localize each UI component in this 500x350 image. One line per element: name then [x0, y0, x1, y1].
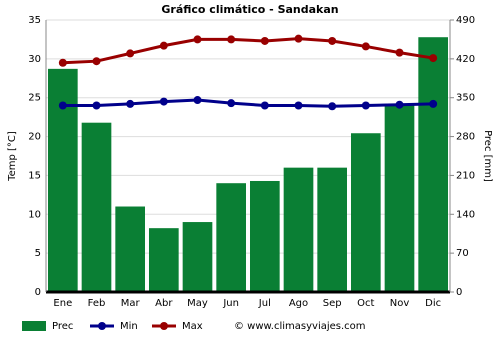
point: [227, 35, 236, 44]
y-tick-label: 0: [35, 287, 41, 298]
y2-tick-label: 490: [456, 15, 475, 26]
x-tick-label: Jul: [258, 298, 271, 309]
y2-tick-label: 420: [456, 54, 475, 65]
bar: [384, 103, 415, 293]
point: [328, 36, 337, 45]
y-tick-label: 30: [28, 54, 41, 65]
point: [193, 96, 202, 105]
y2-tick-label: 210: [456, 170, 475, 181]
x-tick-label: Oct: [357, 298, 374, 309]
point: [328, 102, 337, 111]
bar: [81, 122, 112, 292]
y-axis-label: Temp [°C]: [7, 131, 18, 182]
point: [58, 101, 67, 110]
point: [361, 42, 370, 51]
point: [395, 100, 404, 109]
line: [62, 98, 434, 108]
bar: [418, 37, 448, 293]
point: [227, 99, 236, 108]
legend-label: Prec: [52, 321, 73, 332]
y-tick-label: 25: [28, 93, 41, 104]
legend-label: Min: [120, 321, 138, 332]
legend-label: Max: [182, 321, 203, 332]
point: [260, 36, 269, 45]
y2-tick-label: 280: [456, 132, 475, 143]
bar: [283, 167, 314, 292]
x-tick-label: Nov: [390, 298, 410, 309]
bar: [182, 222, 213, 292]
point: [92, 57, 101, 66]
x-tick-label: Ago: [289, 298, 308, 309]
x-tick-label: Ene: [53, 298, 72, 309]
y-tick-label: 15: [28, 170, 41, 181]
x-tick-label: Sep: [323, 298, 342, 309]
x-tick-label: Dic: [425, 298, 441, 309]
y-tick-label: 5: [35, 248, 41, 259]
y-tick-label: 35: [28, 15, 41, 26]
point: [429, 99, 438, 108]
point: [361, 101, 370, 110]
point: [395, 48, 404, 57]
point: [294, 34, 303, 43]
x-tick-label: Feb: [88, 298, 106, 309]
y2-tick-label: 350: [456, 93, 475, 104]
point: [294, 101, 303, 110]
copyright: © www.climasyviajes.com: [234, 321, 366, 332]
x-tick-label: Abr: [155, 298, 173, 309]
point: [126, 99, 135, 108]
y-tick-label: 10: [28, 209, 41, 220]
x-tick-label: Jun: [222, 298, 239, 309]
bar: [216, 183, 246, 292]
point: [126, 49, 135, 58]
point: [58, 58, 67, 67]
legend-swatch: [22, 321, 46, 331]
x-tick-label: May: [187, 298, 208, 309]
chart-title: Gráfico climático - Sandakan: [161, 3, 338, 16]
bar: [317, 167, 347, 292]
y2-tick-label: 0: [456, 287, 462, 298]
bar: [250, 180, 280, 292]
point: [92, 101, 101, 110]
y2-tick-label: 140: [456, 209, 475, 220]
line: [62, 37, 434, 65]
legend-swatch: [98, 322, 106, 330]
point: [429, 54, 438, 63]
point: [159, 41, 168, 50]
bar: [351, 133, 381, 292]
bar: [149, 228, 179, 292]
point: [260, 101, 269, 110]
x-tick-label: Mar: [121, 298, 141, 309]
y-tick-label: 20: [28, 132, 41, 143]
point: [193, 35, 202, 44]
legend-swatch: [160, 322, 168, 330]
y2-tick-label: 70: [456, 248, 469, 259]
y2-axis-label: Prec [mm]: [482, 130, 493, 182]
bar: [115, 206, 145, 292]
point: [159, 97, 168, 106]
